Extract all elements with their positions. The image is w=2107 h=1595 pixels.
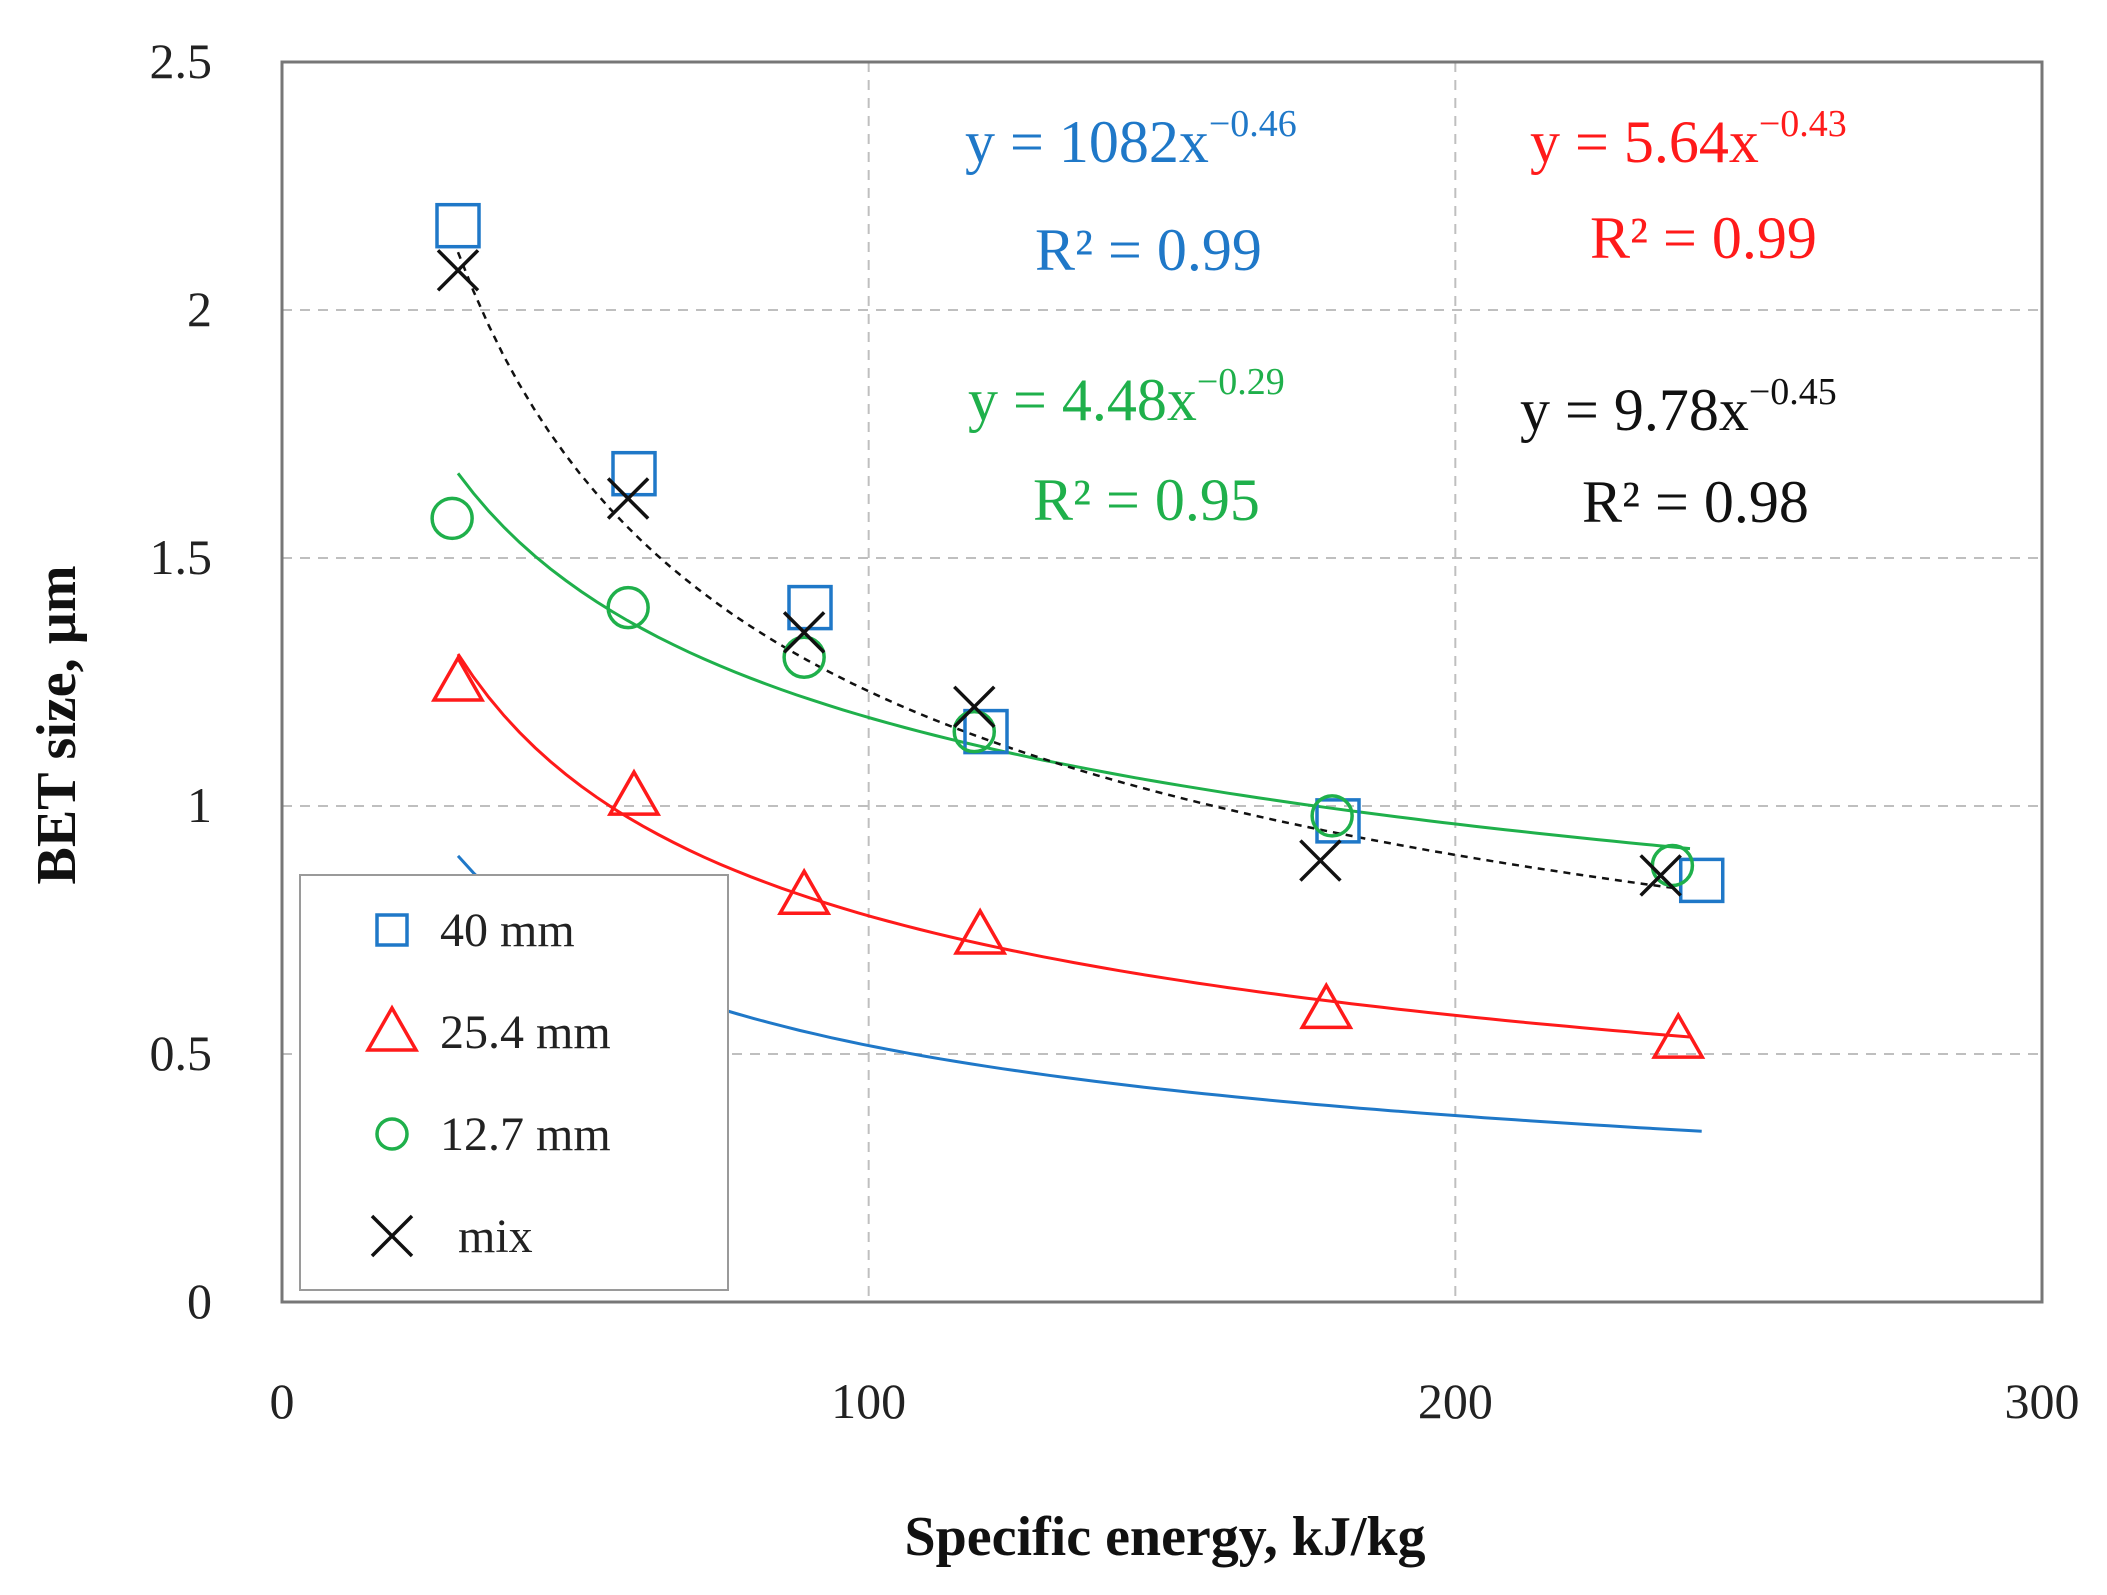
equation-25mm-base: y = 5.64x <box>1530 109 1759 175</box>
point-12-7-mm <box>782 635 826 679</box>
point-12-7-mm <box>1310 794 1354 838</box>
legend-symbol-12-7-mm <box>375 1117 409 1151</box>
legend-label-40mm: 40 mm <box>440 904 575 957</box>
equation-40mm: y = 1082x−0.46 R² = 0.99 <box>965 103 1297 283</box>
point-25-4-mm <box>1299 981 1354 1030</box>
equation-12mm-r2: R² = 0.95 <box>1033 467 1260 533</box>
equation-40mm-exponent: −0.46 <box>1209 103 1297 145</box>
equation-12mm-base: y = 4.48x <box>968 367 1197 433</box>
trendline-25-4-mm <box>456 653 1691 1039</box>
x-tick-label: 200 <box>1418 1373 1493 1429</box>
point-25-4-mm <box>777 867 832 916</box>
x-axis-title: Specific energy, kJ/kg <box>904 1506 1425 1568</box>
equation-25mm-r2: R² = 0.99 <box>1590 205 1817 271</box>
trendline-mix <box>456 251 1673 890</box>
equation-mix: y = 9.78x−0.45 R² = 0.98 <box>1520 371 1837 535</box>
point-25-4-mm <box>606 768 662 816</box>
equation-25mm-exponent: −0.43 <box>1759 103 1847 145</box>
point-mix <box>1299 839 1342 882</box>
x-tick-label: 0 <box>270 1373 295 1429</box>
point-mix <box>1639 854 1682 897</box>
data-markers <box>430 202 1725 1059</box>
x-tick-label: 100 <box>831 1373 906 1429</box>
equation-40mm-r2: R² = 0.99 <box>1035 217 1262 283</box>
equation-40mm-base: y = 1082x <box>965 109 1209 175</box>
y-tick-label: 2 <box>187 281 212 337</box>
point-40-mm <box>963 708 1009 755</box>
y-tick-label: 1.5 <box>150 529 213 585</box>
tick-labels: 0 0.5 1 1.5 2 2.5 0 100 200 300 <box>150 33 2080 1429</box>
equation-25mm: y = 5.64x−0.43 R² = 0.99 <box>1530 103 1847 271</box>
point-12-7-mm <box>952 709 997 754</box>
point-mix <box>606 477 650 520</box>
y-tick-label: 0 <box>187 1273 212 1329</box>
equation-40mm-formula: y = 1082x−0.46 <box>965 103 1297 175</box>
y-tick-label: 2.5 <box>150 33 213 89</box>
grid-lines <box>282 62 2042 1302</box>
legend-label-mix: mix <box>458 1210 533 1263</box>
point-12-7-mm <box>606 585 650 630</box>
point-25-4-mm <box>953 907 1008 955</box>
equation-12mm-exponent: −0.29 <box>1197 361 1285 403</box>
point-mix <box>782 611 826 654</box>
point-40-mm <box>435 202 481 249</box>
legend-label-25mm: 25.4 mm <box>440 1006 611 1059</box>
equation-mix-base: y = 9.78x <box>1520 377 1749 443</box>
legend-box <box>299 874 729 1291</box>
legend-symbols <box>364 913 420 1258</box>
x-tick-label: 300 <box>2005 1373 2080 1429</box>
equation-mix-exponent: −0.45 <box>1749 371 1837 413</box>
y-tick-label: 1 <box>187 777 212 833</box>
point-40-mm <box>1678 857 1725 904</box>
point-25-4-mm <box>1651 1011 1706 1059</box>
point-12-7-mm <box>430 496 474 541</box>
equation-mix-r2: R² = 0.98 <box>1582 469 1809 535</box>
y-axis-title: BET size, µm <box>26 565 88 884</box>
legend: 40 mm 25.4 mm 12.7 mm mix <box>299 874 729 1291</box>
legend-symbol-mix <box>370 1214 414 1258</box>
equation-mix-formula: y = 9.78x−0.45 <box>1520 371 1837 443</box>
trendline-12-7-mm <box>456 472 1691 851</box>
y-tick-label: 0.5 <box>150 1025 213 1081</box>
legend-symbol-25-4-mm <box>364 1004 420 1052</box>
equation-12mm-formula: y = 4.48x−0.29 <box>968 361 1285 433</box>
legend-symbol-40-mm <box>375 913 409 947</box>
point-mix <box>436 249 480 292</box>
equation-12mm: y = 4.48x−0.29 R² = 0.95 <box>968 361 1285 533</box>
point-mix <box>953 685 996 729</box>
legend-label-12mm: 12.7 mm <box>440 1108 611 1161</box>
point-25-4-mm <box>430 654 486 702</box>
equation-25mm-formula: y = 5.64x−0.43 <box>1530 103 1847 175</box>
plot-area-frame <box>280 60 2044 1304</box>
